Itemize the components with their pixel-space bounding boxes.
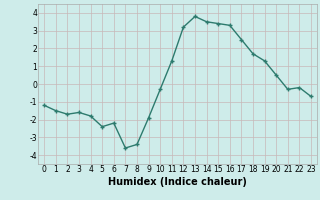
X-axis label: Humidex (Indice chaleur): Humidex (Indice chaleur) (108, 177, 247, 187)
